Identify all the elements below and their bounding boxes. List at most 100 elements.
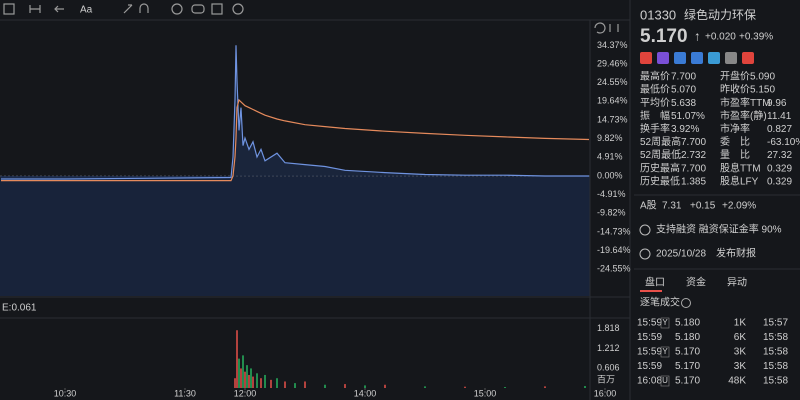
- trade-time: 15:59: [637, 347, 662, 358]
- stat-label: 股息TTM: [720, 161, 761, 174]
- tab[interactable]: 资金: [686, 276, 706, 289]
- trade-time: 15:59: [637, 361, 662, 372]
- notice[interactable]: 2025/10/28 发布财报: [656, 247, 756, 260]
- icon[interactable]: [123, 4, 133, 14]
- trade-flag: U: [662, 376, 668, 385]
- icon[interactable]: [594, 22, 606, 34]
- trade-flag-box: [660, 375, 670, 387]
- icon[interactable]: [211, 3, 223, 15]
- volume-bar: [544, 386, 546, 388]
- volume-bar: [242, 355, 244, 388]
- volume-bar: [260, 378, 262, 388]
- badge[interactable]: [657, 52, 669, 64]
- icon[interactable]: [171, 3, 183, 15]
- stat-label: 量 比: [720, 149, 750, 161]
- stat-value: 1.385: [681, 176, 706, 187]
- badge[interactable]: [640, 52, 652, 64]
- volume-bar: [246, 365, 248, 388]
- volume-bar: [264, 374, 266, 388]
- stat-label: 历史最高: [640, 161, 680, 174]
- tab[interactable]: 异动: [727, 277, 747, 289]
- indicator-label: E:0.061: [2, 303, 37, 314]
- x-tick-label: 14:00: [354, 388, 377, 398]
- badge[interactable]: [742, 52, 754, 64]
- y-tick-label: 34.37%: [597, 40, 628, 50]
- stat-value: 7.700: [671, 72, 696, 83]
- icon[interactable]: [139, 3, 149, 13]
- stat-value: 11.41: [767, 111, 792, 122]
- volume-bar: [234, 378, 236, 388]
- stat-label: 市盈率(静): [720, 109, 767, 122]
- trade-price: 5.180: [675, 318, 700, 329]
- trade-time: 15:59: [637, 332, 662, 343]
- volume-bar: [244, 371, 246, 388]
- volume-bar: [464, 386, 466, 388]
- trade-volume: 1K: [734, 318, 747, 329]
- volume-bar: [424, 386, 426, 388]
- stat-value: 3.92%: [671, 124, 699, 135]
- volume-bar: [584, 386, 586, 388]
- stat-value: 2.732: [681, 150, 706, 161]
- x-tick-label: 11:30: [174, 388, 196, 398]
- y-tick-label: 19.64%: [597, 96, 628, 106]
- stat-label: 股息LFY: [720, 174, 759, 187]
- y-tick-label: 1.212: [597, 343, 620, 353]
- badge[interactable]: [708, 52, 720, 64]
- trade-price: 5.170: [675, 376, 700, 387]
- volume-bar: [304, 381, 306, 388]
- stat-label: 最高价: [640, 70, 670, 83]
- y-tick-label: 9.82%: [597, 133, 623, 143]
- stat-label: 昨收价: [720, 83, 750, 96]
- trade-volume: 48K: [728, 376, 746, 387]
- tab-indicator: [640, 290, 662, 292]
- trade-flag: Y: [662, 318, 668, 327]
- volume-bar: [252, 376, 254, 388]
- price-line: [1, 45, 589, 180]
- stat-label: 振 幅: [640, 109, 670, 122]
- average-line: [1, 98, 590, 182]
- trade-timestamp: 15:58: [763, 361, 788, 372]
- trade-timestamp: 15:58: [763, 332, 788, 343]
- icon[interactable]: [609, 24, 619, 32]
- trade-time: 16:08: [637, 376, 662, 387]
- badge[interactable]: [691, 52, 703, 64]
- tab[interactable]: 盘口: [645, 276, 665, 289]
- stat-value: 5.090: [750, 72, 775, 83]
- y-unit: 百万: [597, 374, 615, 384]
- icon[interactable]: [29, 5, 41, 13]
- badge[interactable]: [674, 52, 686, 64]
- stat-label: 市净率: [720, 122, 750, 135]
- stat-label: 换手率: [640, 122, 670, 135]
- trade-price: 5.180: [675, 332, 700, 343]
- volume-bar: [324, 384, 326, 388]
- stat-label: 开盘价: [720, 70, 750, 83]
- y-tick-label: 14.73%: [597, 114, 628, 124]
- volume-bar: [364, 385, 366, 388]
- icon: [639, 224, 651, 236]
- y-tick-label: -4.91%: [597, 189, 626, 199]
- y-tick-label: 29.46%: [597, 58, 628, 68]
- stat-label: 52周最低: [640, 148, 681, 161]
- volume-bar: [250, 368, 252, 388]
- volume-bar: [256, 373, 258, 388]
- volume-bar: [384, 384, 386, 388]
- icon[interactable]: [191, 4, 205, 14]
- stat-label: 平均价: [640, 97, 670, 109]
- notice[interactable]: 支持融资 融资保证金率 90%: [656, 223, 782, 236]
- icon[interactable]: [54, 5, 64, 13]
- a-share-label: A股: [640, 200, 657, 212]
- icon[interactable]: [3, 3, 15, 15]
- stat-value: 5.638: [671, 98, 696, 109]
- icon: [639, 248, 651, 260]
- price: 5.170: [640, 26, 688, 47]
- stat-value: 0.329: [767, 163, 792, 174]
- stat-value: 5.070: [671, 85, 696, 96]
- trade-timestamp: 15:57: [763, 318, 788, 329]
- trade-price: 5.170: [675, 347, 700, 358]
- badge[interactable]: [725, 52, 737, 64]
- icon[interactable]: [232, 3, 244, 15]
- toolbar-button[interactable]: Aa: [80, 5, 93, 16]
- stat-value: -63.10%: [767, 137, 800, 148]
- stat-value: 9.96: [767, 98, 787, 109]
